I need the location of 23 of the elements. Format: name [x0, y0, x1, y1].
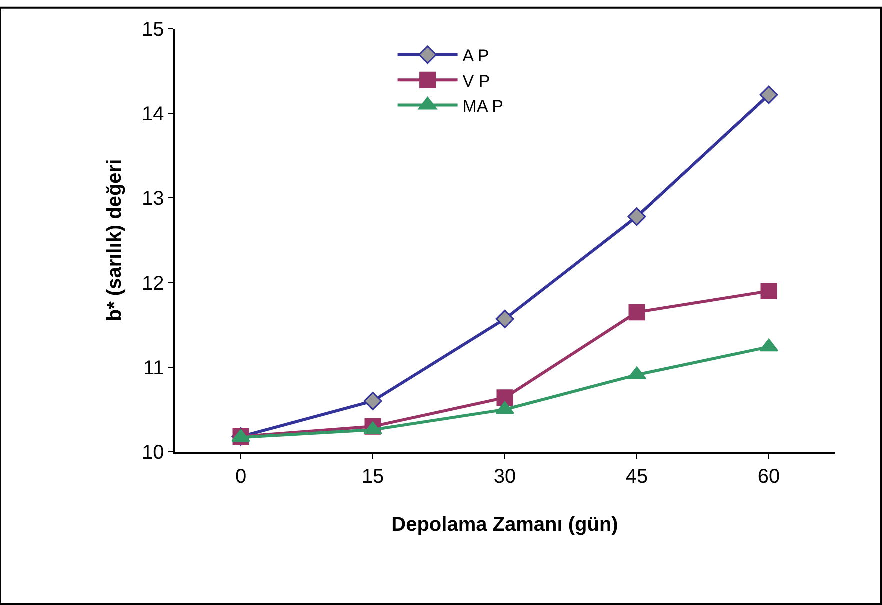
x-tick-label: 30 [494, 466, 516, 488]
y-tick-label: 15 [142, 19, 164, 41]
point [628, 208, 646, 226]
point [760, 86, 778, 104]
point [496, 310, 514, 328]
x-axis-title: Depolama Zamanı (gün) [392, 514, 618, 536]
y-tick-label: 12 [142, 272, 164, 295]
x-tick-label: 0 [235, 466, 247, 488]
legend-label: V P [462, 72, 490, 91]
legend-label: MA P [462, 96, 504, 116]
legend-label: A P [462, 46, 490, 66]
y-tick-label: 10 [142, 442, 164, 464]
y-tick-label: 14 [142, 104, 164, 126]
y-axis-title: b* (sarılık) değeri [104, 159, 126, 322]
point [628, 304, 646, 321]
y-tick-label: 13 [142, 188, 164, 210]
point [496, 390, 514, 406]
x-tick-label: 60 [758, 466, 780, 488]
x-tick-label: 45 [626, 466, 648, 488]
x-tick-label: 15 [362, 466, 384, 488]
point [760, 283, 778, 300]
y-tick-label: 11 [143, 357, 164, 380]
point [364, 392, 382, 410]
